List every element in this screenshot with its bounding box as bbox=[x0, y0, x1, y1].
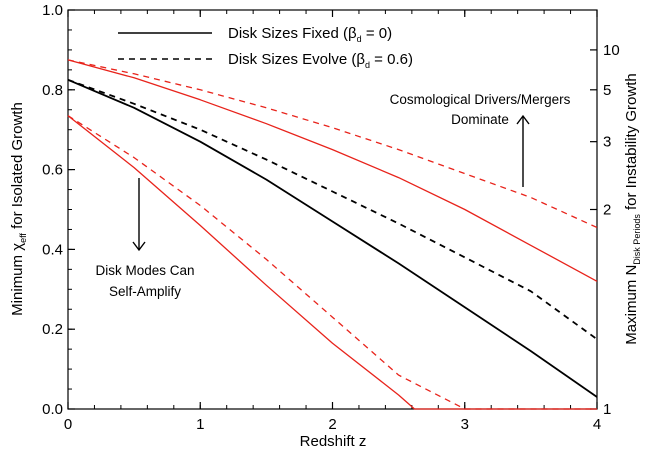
y-tick-label: 0.8 bbox=[42, 82, 63, 99]
right-tick-label: 10 bbox=[603, 42, 620, 59]
y-left-title-pre: Minimum χ bbox=[9, 243, 26, 316]
y-right-title-pre: Maximum N bbox=[623, 265, 640, 345]
x-tick-label: 1 bbox=[196, 416, 204, 433]
legend: Disk Sizes Fixed (βd = 0) Disk Sizes Evo… bbox=[118, 25, 413, 70]
x-tick-label: 4 bbox=[593, 416, 601, 433]
right-tick-label: 3 bbox=[603, 134, 611, 151]
annotation-cosmological: Cosmological Drivers/Mergers Dominate bbox=[390, 92, 571, 187]
plot-area bbox=[67, 9, 598, 410]
y-left-title-sub: eff bbox=[18, 233, 28, 243]
y-tick-label: 0.2 bbox=[42, 321, 63, 338]
y-right-title-sub: Disk Periods bbox=[632, 214, 642, 265]
annotation-cosmological-line1: Cosmological Drivers/Mergers bbox=[390, 92, 571, 107]
series-line-4 bbox=[67, 59, 598, 229]
right-tick-label: 5 bbox=[603, 82, 611, 99]
x-tick-label: 0 bbox=[64, 416, 72, 433]
y-axis-left: 0.0 0.2 0.4 0.6 0.8 1.0 bbox=[42, 2, 75, 418]
plot-frame bbox=[67, 9, 598, 410]
series-line-2 bbox=[67, 78, 598, 340]
y-axis-right: 1 2 3 5 10 bbox=[590, 42, 620, 418]
series-line-6 bbox=[67, 115, 597, 410]
x-tick-label: 2 bbox=[328, 416, 336, 433]
y-axis-right-title: Maximum NDisk Periods for Instability Gr… bbox=[623, 73, 642, 344]
x-axis-title: Redshift z bbox=[300, 433, 367, 450]
y-tick-label: 1.0 bbox=[42, 2, 63, 19]
series-line-3 bbox=[67, 59, 598, 282]
series-line-1 bbox=[67, 78, 598, 398]
series-group bbox=[67, 59, 598, 410]
y-tick-label: 0.0 bbox=[42, 401, 63, 418]
y-right-title-post: for Instability Growth bbox=[623, 73, 640, 214]
down-arrowhead-icon bbox=[132, 241, 146, 252]
annotation-disk-line2: Self-Amplify bbox=[109, 284, 181, 299]
annotation-disk-modes: Disk Modes Can Self-Amplify bbox=[95, 178, 195, 299]
x-tick-label: 3 bbox=[461, 416, 469, 433]
up-arrowhead-icon bbox=[516, 114, 530, 125]
legend-label-fixed: Disk Sizes Fixed (βd = 0) bbox=[228, 25, 392, 44]
right-tick-label: 2 bbox=[603, 202, 611, 219]
x-axis: 0 1 2 3 4 bbox=[64, 10, 601, 433]
right-tick-label: 1 bbox=[603, 401, 611, 418]
annotation-disk-line1: Disk Modes Can bbox=[95, 263, 194, 278]
y-left-title-post: for Isolated Growth bbox=[9, 102, 26, 233]
y-axis-left-title: Minimum χeff for Isolated Growth bbox=[9, 102, 28, 316]
annotation-cosmological-line2: Dominate bbox=[451, 112, 509, 127]
y-tick-label: 0.4 bbox=[42, 241, 63, 258]
legend-label-evolve: Disk Sizes Evolve (βd = 0.6) bbox=[228, 51, 413, 70]
y-tick-label: 0.6 bbox=[42, 162, 63, 179]
